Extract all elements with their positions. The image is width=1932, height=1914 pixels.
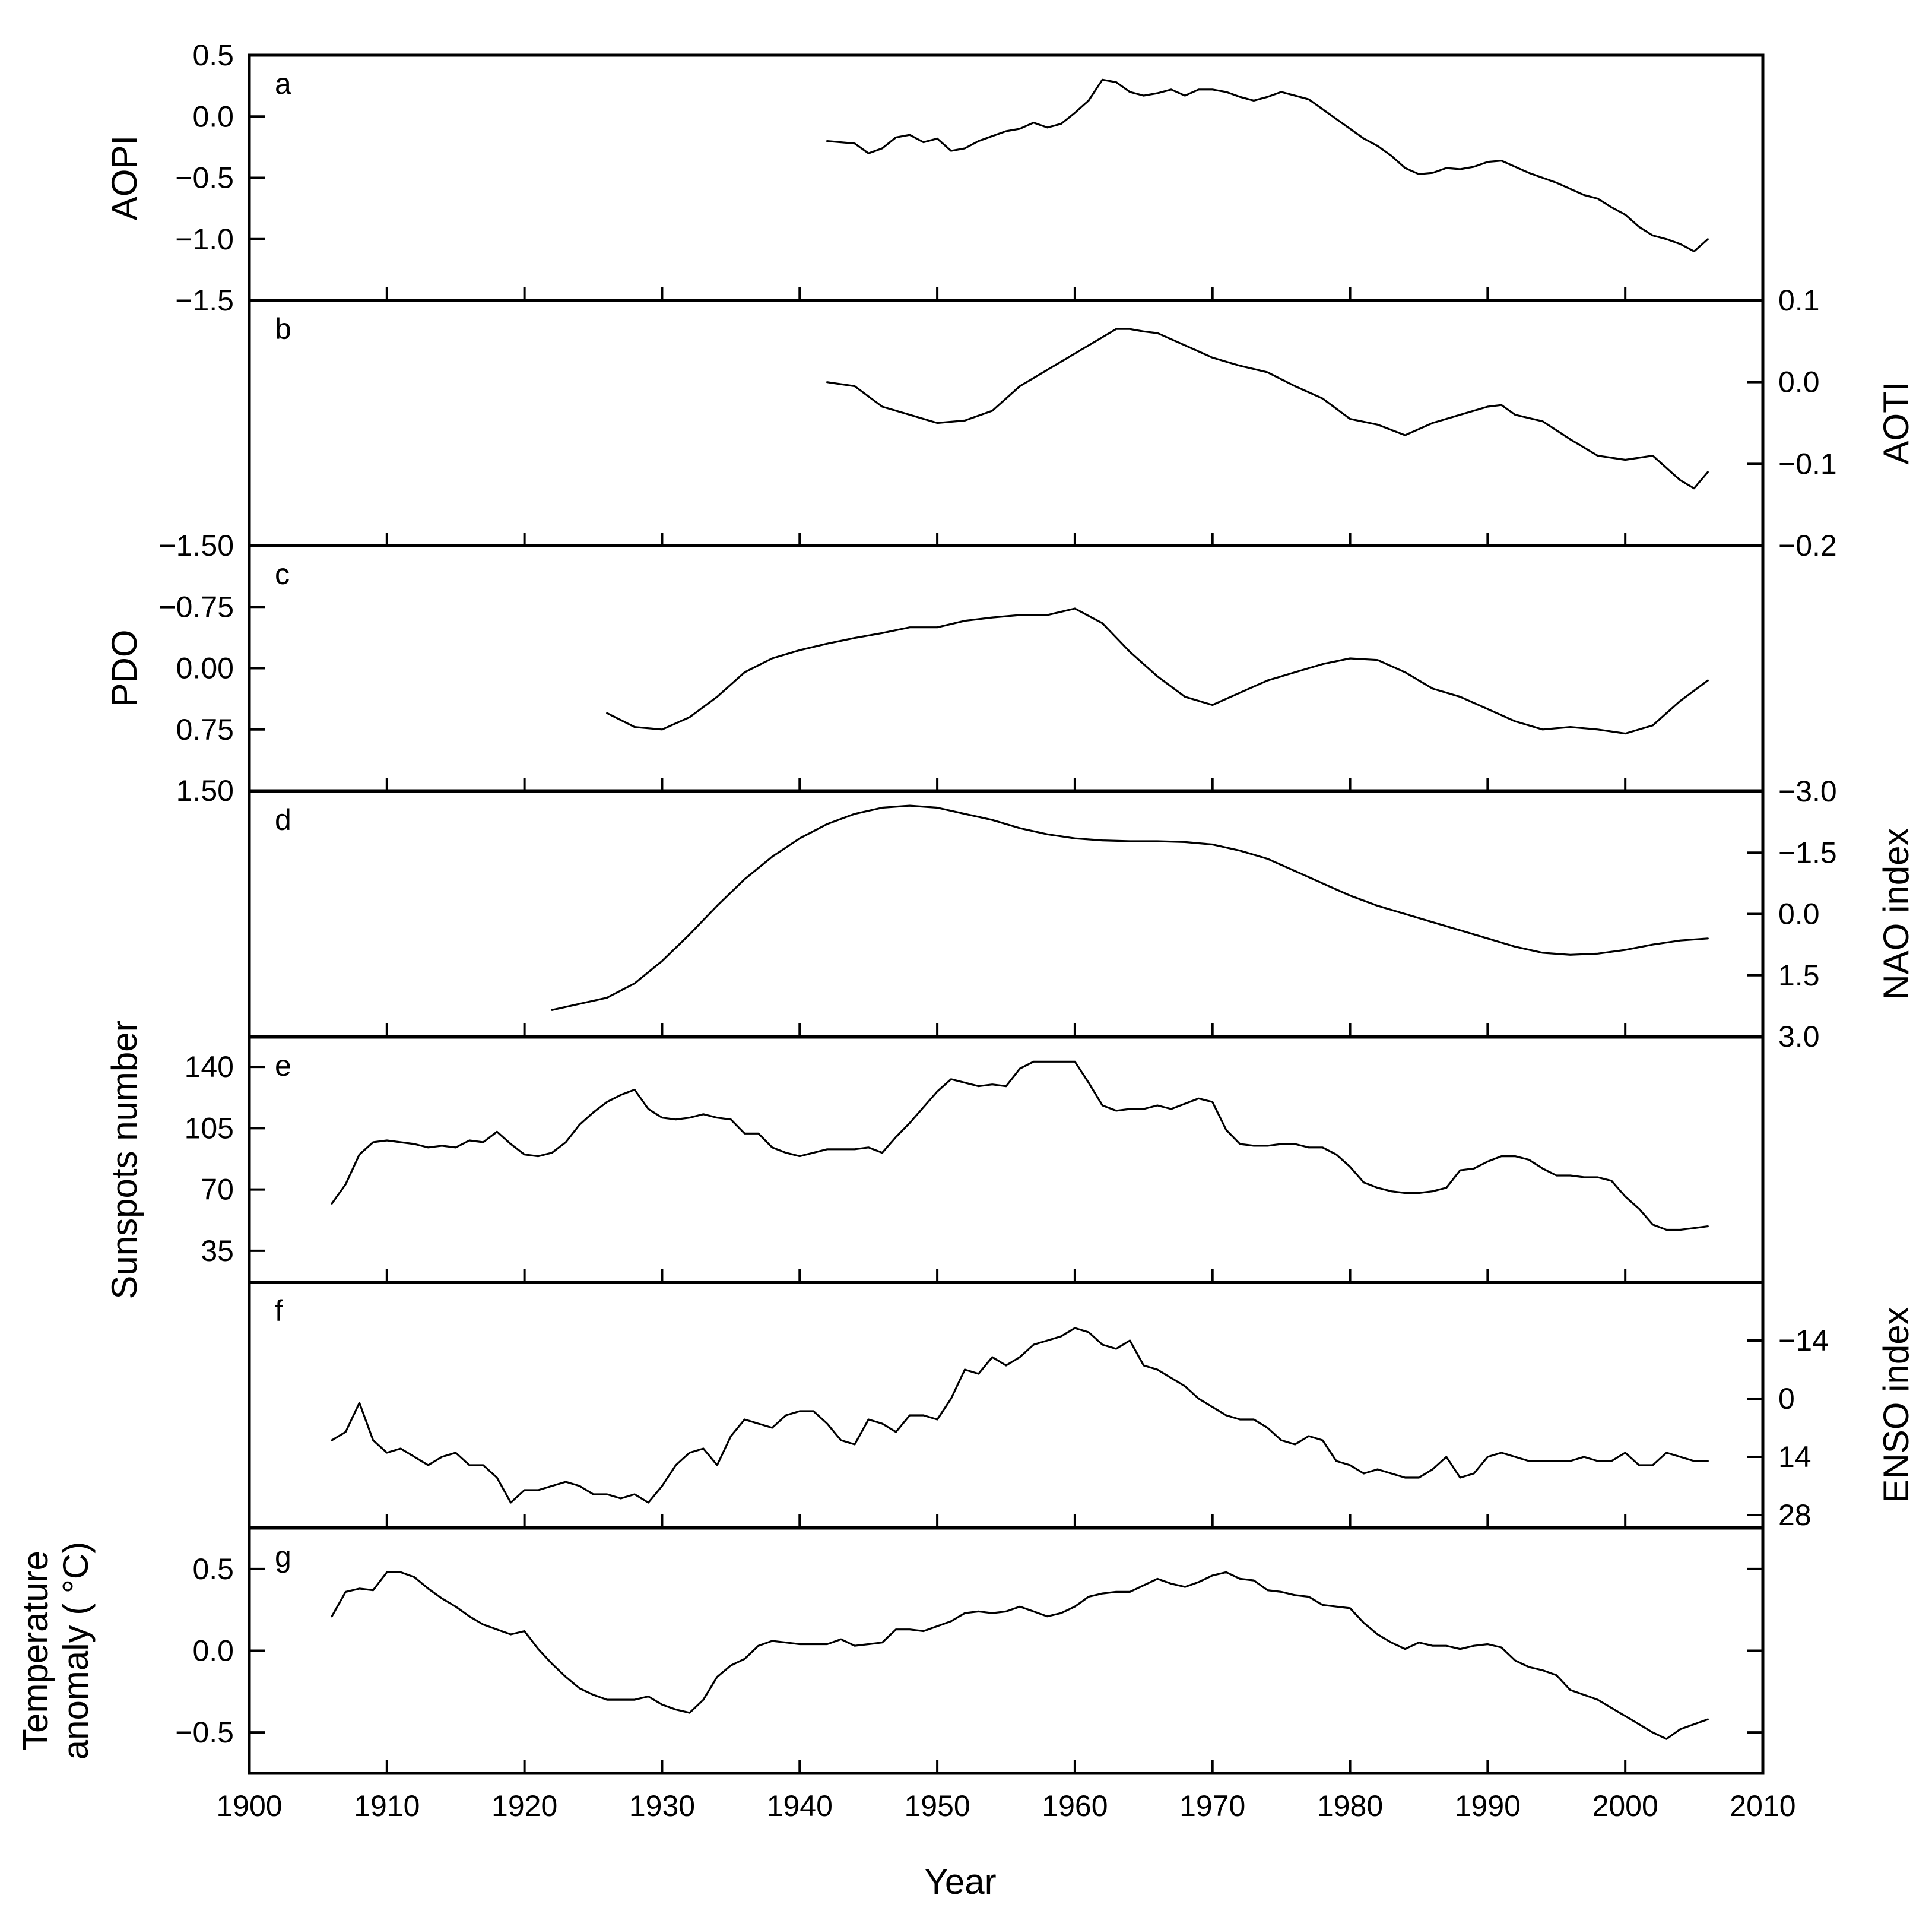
panel-a: 0.5 0.0 −0.5 −1.0 −1.5 a AOPI bbox=[104, 39, 1765, 317]
panel-c-y-tick-label: 0.00 bbox=[176, 652, 234, 685]
x-tick-label: 1930 bbox=[629, 1789, 695, 1823]
panel-d-series-line bbox=[551, 804, 1709, 1011]
x-tick-label: 1900 bbox=[216, 1789, 282, 1823]
panel-c-y-tick-label: 1.50 bbox=[176, 774, 234, 807]
panel-f-y-tick-label: 0 bbox=[1778, 1382, 1795, 1415]
x-tick-label: 2000 bbox=[1592, 1789, 1658, 1823]
panel-d-y-tick-label: 3.0 bbox=[1778, 1020, 1820, 1053]
panel-b-frame bbox=[248, 299, 1765, 547]
panel-g-series-line bbox=[331, 1571, 1709, 1740]
x-tick-label: 1950 bbox=[904, 1789, 970, 1823]
panel-f-series-line bbox=[331, 1327, 1709, 1504]
panel-e: 140 105 70 35 e Sunspots number bbox=[104, 1020, 1765, 1300]
panel-e-series-line bbox=[331, 1060, 1709, 1231]
x-tick-label: 1910 bbox=[354, 1789, 420, 1823]
panel-a-y-tick-label: −1.5 bbox=[175, 284, 234, 317]
x-axis-title: Year bbox=[924, 1862, 996, 1902]
panel-f-y-tick-label: −14 bbox=[1778, 1324, 1829, 1357]
panel-c: −1.50 −0.75 0.00 0.75 1.50 c PDO bbox=[104, 529, 1765, 807]
panel-g-letter: g bbox=[275, 1540, 291, 1573]
x-tick-label: 2010 bbox=[1730, 1789, 1795, 1823]
panel-b-y-tick-label: 0.0 bbox=[1778, 366, 1820, 399]
x-tick-label: 1990 bbox=[1455, 1789, 1521, 1823]
panels: 0.5 0.0 −0.5 −1.0 −1.5 a AOPI 0.1 0.0 −0.1 −0.2 b AO… bbox=[15, 39, 1916, 1775]
panel-e-y-tick-label: 35 bbox=[201, 1234, 234, 1267]
panel-a-series-line bbox=[826, 78, 1709, 252]
panel-f-frame bbox=[248, 1281, 1765, 1529]
panel-c-frame bbox=[248, 544, 1765, 793]
x-tick-label: 1970 bbox=[1179, 1789, 1245, 1823]
panel-a-y-tick-label: −1.0 bbox=[175, 223, 234, 256]
panel-c-y-tick-label: −1.50 bbox=[158, 529, 234, 562]
panel-c-y-axis-title: PDO bbox=[104, 629, 144, 706]
panel-g-y-axis-title-line-2: anomaly ( °C) bbox=[56, 1542, 96, 1760]
panel-g: 0.5 0.0 −0.5 g Temperature anomaly ( °C) bbox=[15, 1526, 1765, 1775]
x-tick-label: 1960 bbox=[1042, 1789, 1108, 1823]
panel-c-series-line bbox=[606, 607, 1709, 735]
panel-g-frame bbox=[248, 1526, 1765, 1775]
panel-d: −3.0 −1.5 0.0 1.5 3.0 d NAO index bbox=[248, 775, 1916, 1053]
panel-a-y-axis-title: AOPI bbox=[104, 135, 144, 220]
panel-e-y-tick-label: 140 bbox=[185, 1050, 234, 1083]
panel-f-y-tick-label: 28 bbox=[1778, 1498, 1812, 1532]
panel-e-y-tick-label: 70 bbox=[201, 1173, 234, 1206]
panel-f: −14 0 14 28 f ENSO index bbox=[248, 1281, 1916, 1532]
panel-b-y-tick-label: 0.1 bbox=[1778, 284, 1820, 317]
panel-d-y-axis-title: NAO index bbox=[1876, 828, 1916, 1000]
panel-g-y-axis-title-line-1: Temperature bbox=[15, 1551, 55, 1751]
x-axis: 1900 1910 1920 1930 1940 1950 1960 1970 1980 1990… bbox=[216, 1789, 1795, 1823]
panel-g-y-tick-label: −0.5 bbox=[175, 1716, 234, 1749]
panel-d-y-tick-label: −1.5 bbox=[1778, 836, 1837, 869]
panel-f-y-axis-title: ENSO index bbox=[1876, 1307, 1916, 1503]
panel-f-y-tick-label: 14 bbox=[1778, 1440, 1812, 1473]
panel-a-y-tick-label: 0.0 bbox=[192, 100, 234, 133]
panel-c-letter: c bbox=[275, 557, 290, 591]
panel-a-letter: a bbox=[275, 67, 291, 100]
panel-b: 0.1 0.0 −0.1 −0.2 b AOTI bbox=[248, 284, 1916, 562]
panel-a-y-tick-label: −0.5 bbox=[175, 161, 234, 195]
panel-c-y-tick-label: −0.75 bbox=[158, 590, 234, 623]
panel-d-letter: d bbox=[275, 803, 291, 836]
panel-c-y-tick-label: 0.75 bbox=[176, 713, 234, 746]
panel-e-y-axis-title: Sunspots number bbox=[104, 1020, 144, 1299]
panel-d-frame bbox=[248, 790, 1765, 1038]
panel-d-y-tick-label: 0.0 bbox=[1778, 898, 1820, 931]
panel-d-y-tick-label: 1.5 bbox=[1778, 959, 1820, 992]
panel-b-y-tick-label: −0.1 bbox=[1778, 447, 1837, 480]
panel-g-y-tick-label: 0.5 bbox=[192, 1552, 234, 1586]
panel-b-series-line bbox=[826, 328, 1709, 490]
panel-b-y-axis-title: AOTI bbox=[1876, 381, 1916, 464]
panel-f-letter: f bbox=[275, 1294, 283, 1327]
panel-e-y-tick-label: 105 bbox=[185, 1111, 234, 1145]
panel-g-y-tick-label: 0.0 bbox=[192, 1634, 234, 1668]
panel-e-letter: e bbox=[275, 1049, 291, 1082]
panel-b-letter: b bbox=[275, 312, 291, 346]
x-tick-label: 1940 bbox=[767, 1789, 833, 1823]
panel-b-y-tick-label: −0.2 bbox=[1778, 529, 1837, 562]
panel-a-y-tick-label: 0.5 bbox=[192, 39, 234, 72]
panel-e-frame bbox=[248, 1035, 1765, 1284]
x-tick-label: 1920 bbox=[491, 1789, 557, 1823]
panel-d-y-tick-label: −3.0 bbox=[1778, 775, 1837, 808]
x-tick-label: 1980 bbox=[1317, 1789, 1383, 1823]
panel-a-frame bbox=[248, 53, 1765, 302]
